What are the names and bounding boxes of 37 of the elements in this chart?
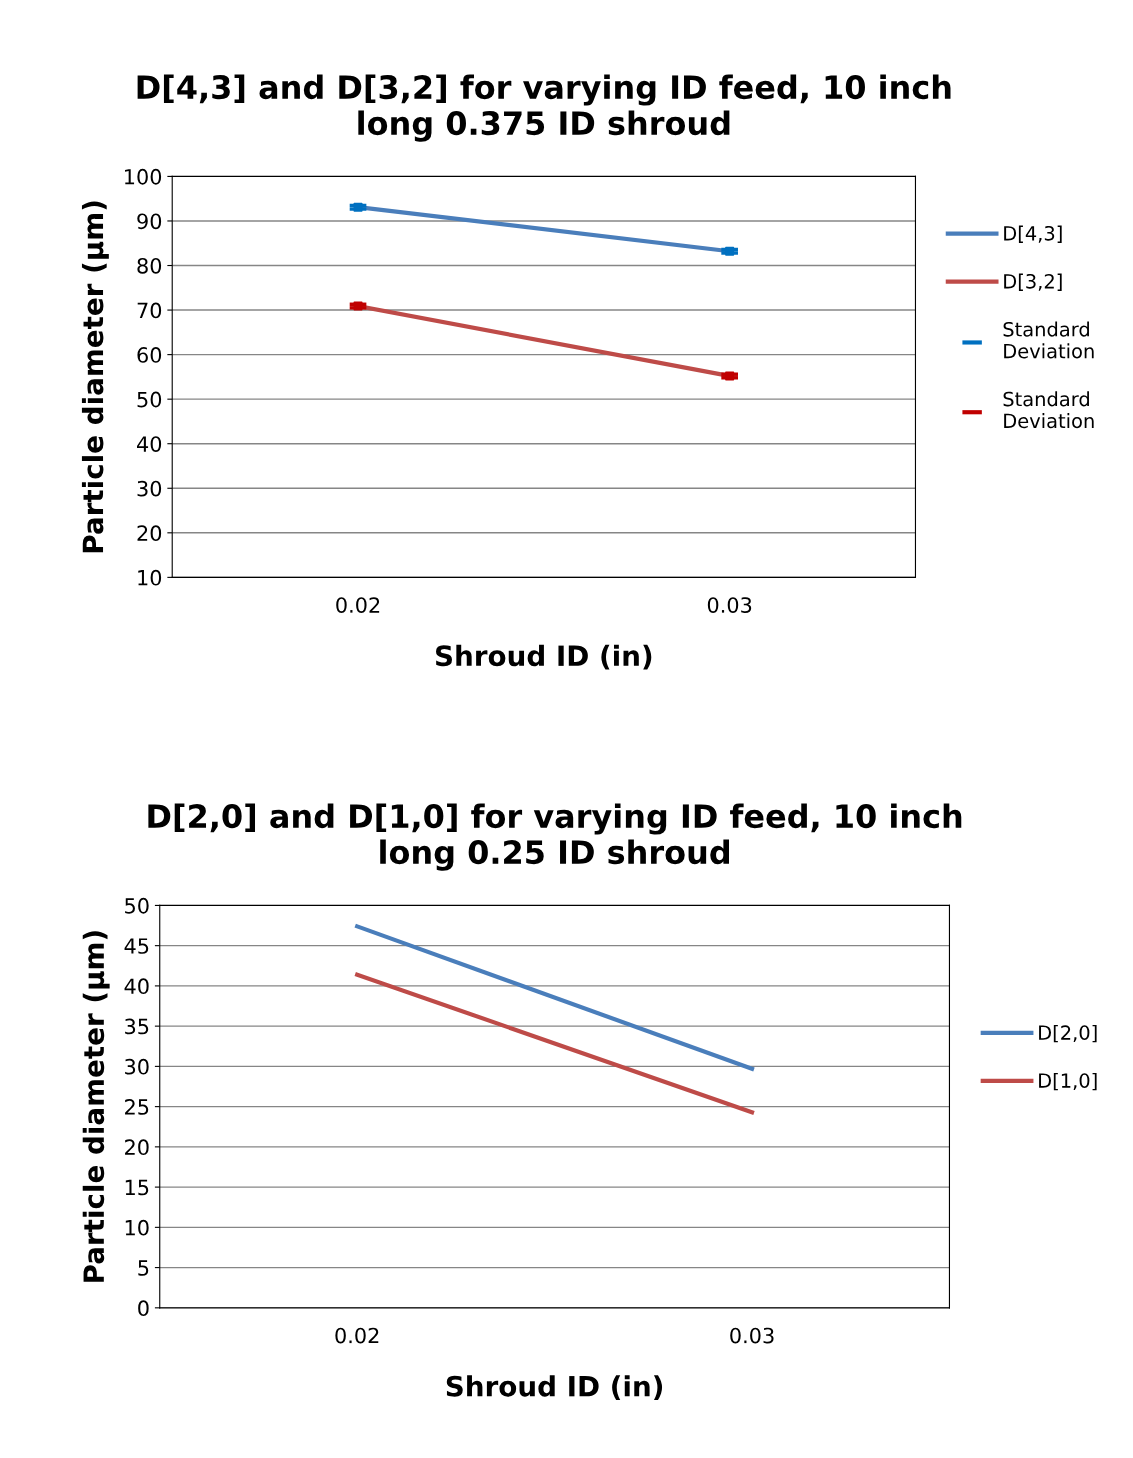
y-tick-label: 40 <box>137 436 162 452</box>
x-tick-label: 0.03 <box>730 1327 774 1344</box>
y-tick-label: 10 <box>125 1219 149 1236</box>
legend-label: D[2,0] <box>1039 1024 1097 1043</box>
legend-label: D[4,3] <box>1004 225 1062 243</box>
y-tick-label: 40 <box>124 978 149 995</box>
chart-title: D[4,3] and D[3,2] for varying ID feed, 10 inch long 0.375 ID shroud <box>137 74 951 142</box>
x-tick-label: 0.03 <box>707 597 752 613</box>
y-tick-label: 35 <box>125 1018 149 1035</box>
y-tick-label: 60 <box>137 347 162 363</box>
y-axis-title: Particle diameter (µm) <box>81 201 109 553</box>
x-tick-label: 0.02 <box>336 597 380 613</box>
y-tick-label: 80 <box>137 257 162 274</box>
y-tick-label: 45 <box>124 938 149 954</box>
legend-label: D[1,0] <box>1039 1072 1097 1091</box>
x-axis-title: Shroud ID (in) <box>446 1375 663 1400</box>
y-tick-label: 20 <box>137 525 162 542</box>
legend-label: D[3,2] <box>1004 273 1062 291</box>
x-tick-label: 0.02 <box>335 1327 379 1344</box>
legend-label: Standard Deviation <box>1003 321 1094 359</box>
y-tick-label: 30 <box>137 480 162 497</box>
y-axis-title: Particle diameter (µm) <box>82 931 110 1282</box>
legend-label: Standard Deviation <box>1003 391 1094 429</box>
x-axis-title: Shroud ID (in) <box>436 644 652 670</box>
chart-title: D[2,0] and D[1,0] for varying ID feed, 10 inch long 0.25 ID shroud <box>148 803 962 871</box>
y-tick-label: 20 <box>125 1139 149 1156</box>
y-tick-label: 5 <box>138 1260 149 1276</box>
y-tick-label: 15 <box>125 1179 149 1196</box>
y-tick-label: 50 <box>125 897 149 914</box>
y-tick-label: 50 <box>137 391 162 408</box>
y-tick-label: 10 <box>138 569 162 586</box>
y-tick-label: 100 <box>125 168 162 185</box>
y-tick-label: 25 <box>125 1099 149 1115</box>
y-tick-label: 90 <box>137 213 162 230</box>
y-tick-label: 0 <box>138 1300 149 1317</box>
y-tick-label: 30 <box>125 1058 149 1075</box>
y-tick-label: 70 <box>137 302 162 319</box>
